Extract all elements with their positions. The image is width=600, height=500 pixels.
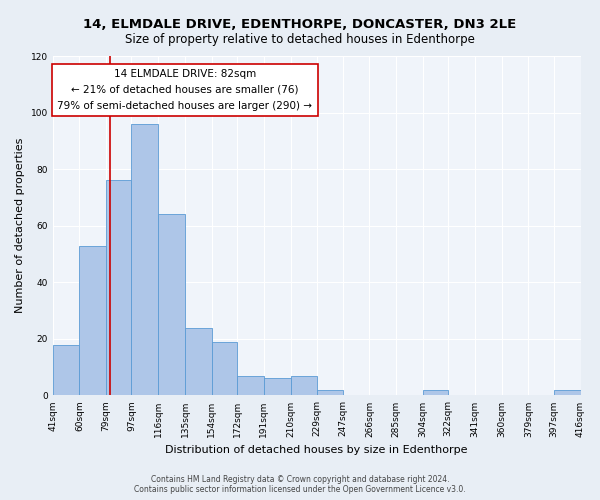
Bar [158, 214, 185, 396]
Bar [53, 344, 79, 396]
X-axis label: Distribution of detached houses by size in Edenthorpe: Distribution of detached houses by size … [166, 445, 468, 455]
Bar [212, 342, 237, 396]
Bar [185, 328, 212, 396]
Bar [237, 376, 264, 396]
Text: 14, ELMDALE DRIVE, EDENTHORPE, DONCASTER, DN3 2LE: 14, ELMDALE DRIVE, EDENTHORPE, DONCASTER… [83, 18, 517, 30]
Bar [131, 124, 158, 396]
Bar [79, 246, 106, 396]
Text: 14 ELMDALE DRIVE: 82sqm
← 21% of detached houses are smaller (76)
79% of semi-de: 14 ELMDALE DRIVE: 82sqm ← 21% of detache… [58, 70, 313, 110]
Bar [106, 180, 131, 396]
Bar [317, 390, 343, 396]
Y-axis label: Number of detached properties: Number of detached properties [15, 138, 25, 314]
Bar [554, 390, 581, 396]
Bar [423, 390, 448, 396]
Text: Size of property relative to detached houses in Edenthorpe: Size of property relative to detached ho… [125, 32, 475, 46]
Bar [264, 378, 290, 396]
Bar [290, 376, 317, 396]
Text: Contains HM Land Registry data © Crown copyright and database right 2024.
Contai: Contains HM Land Registry data © Crown c… [134, 474, 466, 494]
